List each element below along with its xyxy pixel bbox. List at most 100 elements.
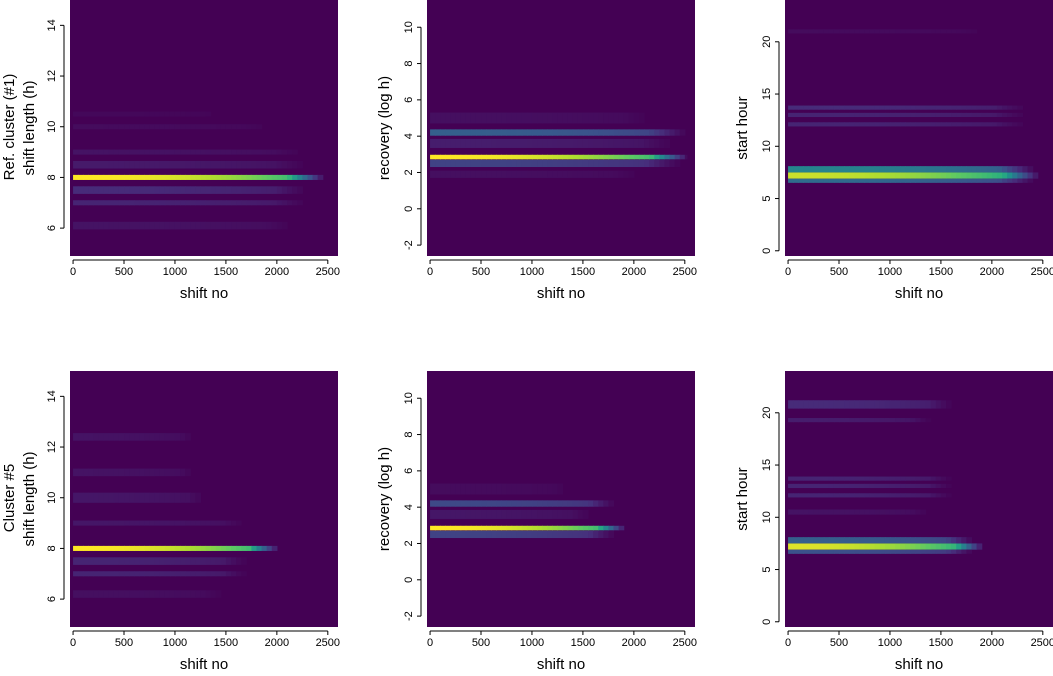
heatmap-cell (659, 154, 666, 160)
heatmap-cell (139, 111, 145, 117)
heatmap-band (788, 418, 932, 423)
heatmap-cell (113, 571, 120, 577)
heatmap-cell (889, 509, 896, 515)
heatmap-cell (613, 170, 620, 178)
heatmap-cell (966, 549, 973, 554)
heatmap-cell (450, 509, 457, 519)
heatmap-cell (633, 154, 640, 160)
heatmap-cell (818, 166, 825, 173)
heatmap-cell (638, 129, 645, 136)
heatmap-cell (317, 174, 324, 180)
heatmap-cell (118, 174, 125, 180)
heatmap-cell (445, 112, 452, 124)
heatmap-cell (859, 483, 866, 489)
heatmap-band (788, 543, 983, 550)
heatmap-cell (608, 129, 615, 136)
heatmap-cell (567, 159, 574, 168)
heatmap-cell (445, 159, 452, 168)
heatmap-cell (879, 493, 886, 498)
heatmap-cell (78, 149, 84, 155)
heatmap-cell (292, 186, 298, 194)
heatmap-cell (905, 537, 911, 544)
heatmap-cell (159, 124, 166, 130)
heatmap-cell (78, 545, 84, 551)
heatmap-cell (818, 493, 825, 498)
heatmap-cell (154, 221, 161, 230)
heatmap-cell (940, 549, 947, 554)
heatmap-cell (455, 525, 462, 531)
heatmap-cell (557, 170, 564, 178)
heatmap-cell (1002, 166, 1008, 173)
heatmap-cell (231, 124, 237, 130)
heatmap-cell (813, 112, 820, 118)
heatmap-cell (915, 537, 922, 544)
heatmap-cell (930, 112, 937, 118)
heatmap-cell (905, 172, 911, 179)
heatmap-cell (435, 170, 441, 178)
heatmap-cell (129, 124, 135, 130)
heatmap-cell (190, 221, 196, 230)
heatmap-cell (869, 476, 876, 481)
x-tick-label: 2000 (622, 637, 646, 649)
heatmap-cell (593, 500, 599, 507)
heatmap-cell (874, 483, 881, 489)
heatmap-cell (200, 124, 207, 130)
heatmap-cell (103, 571, 110, 577)
heatmap-cell (215, 520, 222, 526)
heatmap-cell (823, 543, 830, 550)
heatmap-cell (496, 483, 502, 495)
heatmap-cell (793, 483, 799, 489)
heatmap-cell (940, 493, 947, 498)
heatmap-cell (195, 149, 202, 155)
heatmap-cell (915, 509, 922, 515)
heatmap-cell (210, 557, 217, 565)
heatmap-cell (205, 111, 212, 117)
heatmap-cell (839, 166, 845, 173)
heatmap-band (73, 124, 263, 130)
heatmap-cell (598, 525, 604, 531)
heatmap-cell (567, 525, 574, 531)
heatmap-cell (859, 166, 866, 173)
heatmap-cell (818, 549, 825, 554)
heatmap-cell (803, 166, 810, 173)
heatmap-cell (185, 221, 191, 230)
heatmap-cell (465, 159, 472, 168)
heatmap-cell (231, 174, 237, 180)
heatmap-cell (572, 509, 579, 519)
heatmap-cell (649, 159, 655, 168)
heatmap-cell (884, 400, 891, 409)
heatmap-cell (879, 122, 886, 127)
heatmap-cell (996, 178, 1003, 183)
heatmap-cell (73, 520, 79, 526)
heatmap-cell (190, 545, 196, 551)
heatmap-cell (833, 509, 840, 515)
heatmap-cell (910, 543, 917, 550)
heatmap-cell (430, 170, 436, 178)
heatmap-cell (849, 543, 855, 550)
heatmap-cell (103, 557, 110, 565)
heatmap-cell (823, 122, 830, 127)
heatmap-cell (986, 112, 993, 118)
heatmap-cell (231, 186, 237, 194)
heatmap-cell (839, 172, 845, 179)
heatmap-cell (78, 186, 84, 194)
heatmap-cell (491, 509, 497, 519)
heatmap-cell (113, 149, 120, 155)
heatmap-cell (900, 549, 906, 554)
heatmap-cell (905, 166, 911, 173)
heatmap-cell (951, 112, 957, 118)
heatmap-cell (537, 509, 543, 519)
heatmap-cell (813, 105, 820, 110)
heatmap-cell (552, 129, 559, 136)
heatmap-band (430, 525, 625, 531)
heatmap-cell (516, 525, 523, 531)
heatmap-cell (159, 200, 166, 206)
heatmap-cell (481, 154, 487, 160)
heatmap-cell (169, 433, 176, 441)
heatmap-cell (603, 112, 609, 124)
heatmap-cell (506, 530, 513, 539)
heatmap-cell (149, 545, 156, 551)
heatmap-cell (159, 520, 166, 526)
heatmap-cell (567, 129, 574, 136)
